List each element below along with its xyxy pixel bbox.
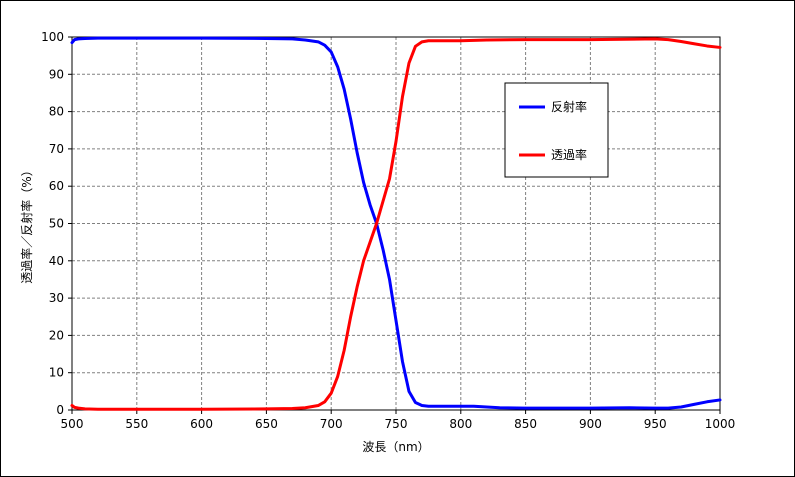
y-tick-label: 60 (49, 179, 64, 193)
series-lines (70, 36, 722, 411)
x-axis-title: 波長（nm） (362, 440, 429, 454)
y-tick-label: 10 (49, 366, 64, 380)
x-tick-label: 950 (644, 417, 667, 431)
y-tick-label: 0 (56, 403, 64, 417)
x-tick-label: 900 (579, 417, 602, 431)
y-tick-label: 40 (49, 254, 64, 268)
y-tick-label: 30 (49, 291, 64, 305)
y-tick-label: 50 (49, 217, 64, 231)
x-tick-label: 550 (125, 417, 148, 431)
legend: 反射率 透過率 (504, 82, 609, 178)
x-tick-label: 750 (385, 417, 408, 431)
reflectance-line (70, 36, 722, 410)
x-axis: 500 550 600 650 700 750 800 850 900 950 1000 (61, 410, 736, 431)
x-tick-label: 650 (255, 417, 278, 431)
y-tick-label: 70 (49, 142, 64, 156)
x-tick-label: 500 (61, 417, 84, 431)
legend-box (504, 82, 609, 178)
y-tick-label: 90 (49, 67, 64, 81)
transmittance-line (70, 37, 722, 411)
x-tick-label: 850 (514, 417, 537, 431)
y-axis-title: 透過率／反射率（%） (19, 164, 34, 283)
x-tick-label: 700 (320, 417, 343, 431)
y-tick-label: 80 (49, 105, 64, 119)
x-tick-label: 1000 (705, 417, 736, 431)
legend-label-transmittance: 透過率 (551, 147, 587, 162)
y-tick-label: 20 (49, 328, 64, 342)
legend-label-reflectance: 反射率 (551, 99, 587, 114)
x-tick-label: 800 (449, 417, 472, 431)
y-tick-label: 100 (41, 30, 64, 44)
y-axis: 0 10 20 30 40 50 60 70 80 90 100 (41, 30, 72, 417)
x-tick-label: 600 (190, 417, 213, 431)
